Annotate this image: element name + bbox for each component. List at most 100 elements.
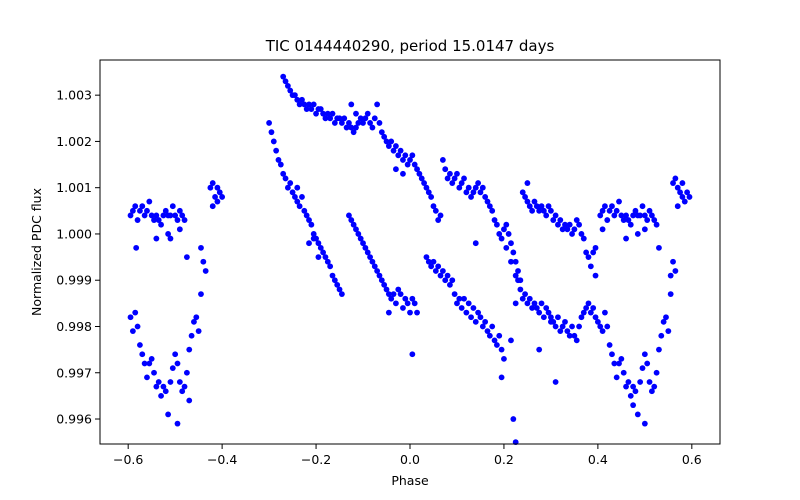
data-point [559,323,566,330]
data-point [599,207,606,214]
data-point [489,207,496,214]
data-point [418,175,425,182]
data-point [393,300,399,307]
data-point [496,231,503,237]
data-point [618,212,625,219]
data-point [531,198,538,205]
data-point [430,258,437,265]
x-tick-label: 0.2 [494,452,514,467]
data-point [174,360,181,367]
data-point [409,152,416,159]
data-point [463,309,470,316]
data-point [287,87,294,94]
data-point [630,402,637,409]
data-point [364,249,371,256]
data-point [580,235,587,242]
x-tick-label: 0.6 [682,452,702,467]
data-point [491,337,498,344]
data-point [641,351,648,358]
data-point [602,309,608,316]
y-tick-label: 1.000 [56,226,92,241]
data-point [569,231,575,237]
data-point [637,212,644,219]
data-point [470,189,477,196]
x-tick-label: 0.4 [588,452,608,467]
data-point [132,309,139,316]
data-point [625,379,632,385]
data-point [348,101,355,108]
data-point [479,184,486,191]
data-point [609,351,615,358]
y-tick-label: 0.998 [56,319,92,334]
data-point [280,170,287,177]
data-point [501,355,507,362]
data-point [198,244,204,251]
data-point [634,411,641,418]
data-point [555,221,561,228]
data-point [637,379,644,385]
data-point [681,198,688,205]
data-point [564,328,571,335]
data-point [371,263,378,270]
data-point [364,110,371,117]
data-point [670,180,676,186]
data-point [411,161,418,168]
data-point [468,194,474,200]
data-point [627,392,634,399]
chart-title: TIC 0144440290, period 15.0147 days [265,37,555,55]
data-point [479,323,486,330]
data-point [172,212,179,219]
data-point [275,157,282,163]
data-point [127,212,134,219]
data-point [536,346,543,353]
data-point [388,138,395,145]
data-point [395,152,402,159]
data-point [458,180,465,186]
data-point [155,217,162,223]
data-point [294,184,301,191]
data-point [179,212,186,219]
data-point [421,180,427,186]
data-point [428,194,435,200]
data-point [409,351,416,358]
data-point [498,235,505,242]
data-point [376,272,383,279]
data-point [559,226,566,233]
data-point [639,203,646,210]
data-point [618,355,625,362]
data-point [630,212,637,219]
data-point [183,369,190,376]
data-point [388,295,395,302]
data-point [144,374,150,381]
data-point [151,369,157,376]
data-point [172,351,179,358]
data-point [472,184,479,191]
data-point [343,124,350,131]
data-point [137,207,143,214]
data-point [407,157,413,163]
data-point [277,161,284,168]
data-point [430,203,437,210]
data-point [571,226,578,233]
data-point [444,175,451,182]
data-point [423,184,430,191]
data-point [303,212,310,219]
data-point [355,120,362,126]
data-point [646,379,653,385]
data-point [604,217,611,223]
data-point [670,258,676,265]
data-point [646,207,653,214]
data-point [266,120,272,126]
data-point [127,314,134,321]
data-point [461,175,467,182]
data-point [486,332,493,339]
data-point [505,231,512,237]
data-point [193,314,200,321]
data-point [660,318,667,325]
data-point [400,170,406,177]
data-point [280,73,287,80]
data-point [573,337,580,344]
data-point [498,374,505,381]
data-point [679,194,686,200]
data-point [653,221,660,228]
